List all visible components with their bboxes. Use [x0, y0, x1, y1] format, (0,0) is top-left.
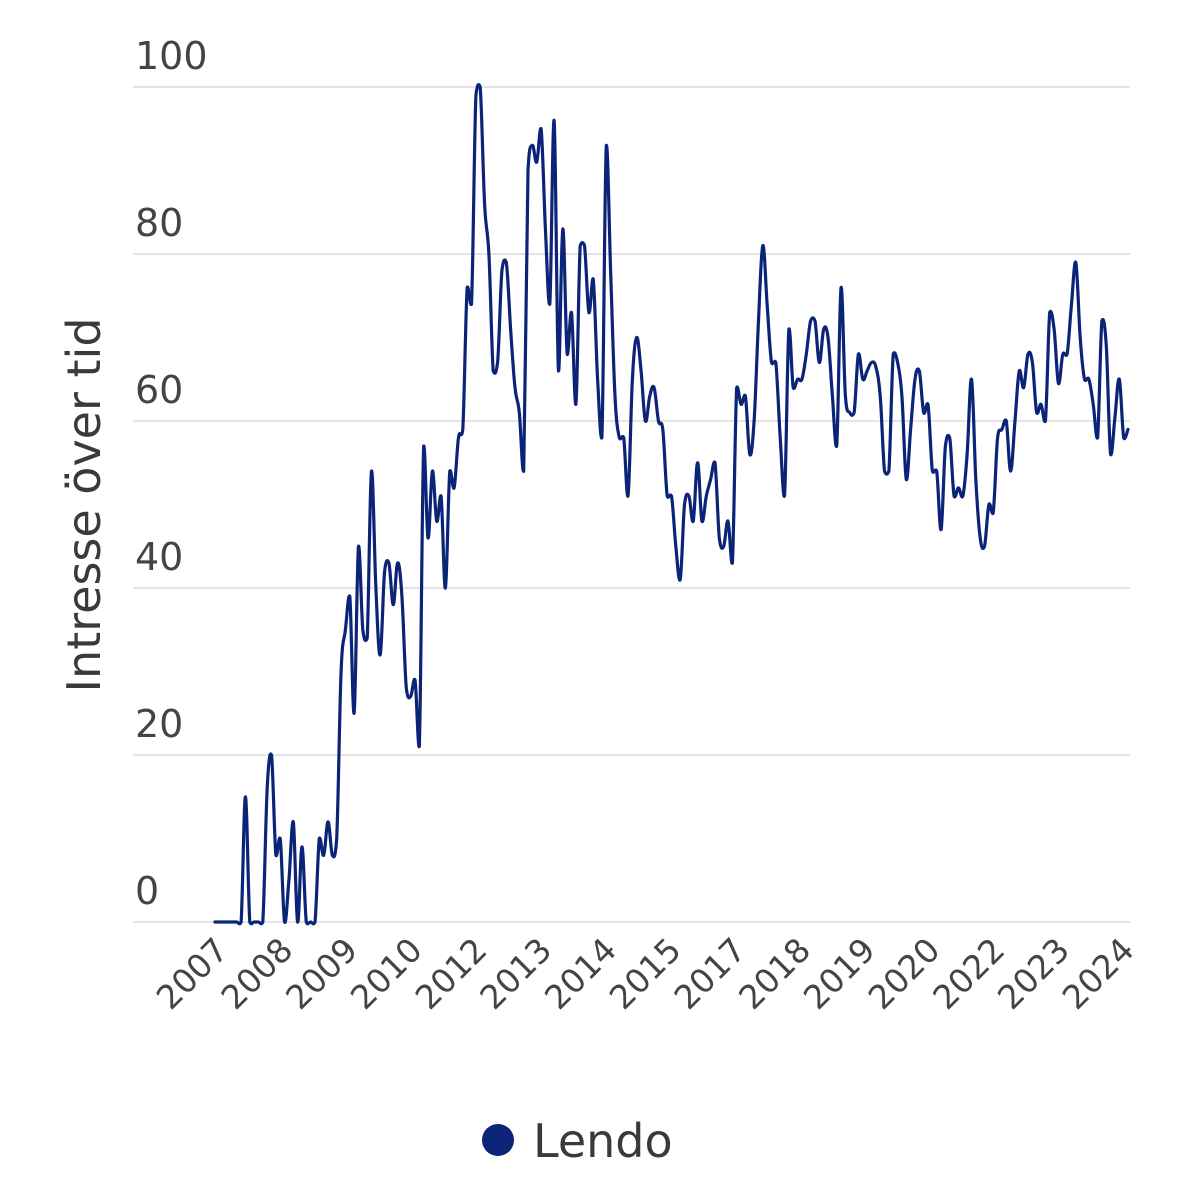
y-tick-label: 40: [135, 535, 183, 579]
legend: Lendo: [482, 1114, 673, 1168]
x-tick-label: 2007: [149, 930, 236, 1017]
x-tick-label: 2015: [602, 930, 689, 1017]
series-group: [213, 83, 1130, 926]
x-tick-label: 2018: [731, 930, 818, 1017]
gridlines: [133, 86, 1130, 923]
x-tick-label: 2020: [861, 930, 948, 1017]
x-tick-label: 2009: [278, 930, 365, 1017]
x-tick-label: 2012: [408, 930, 495, 1017]
x-tick-label: 2010: [343, 930, 430, 1017]
y-tick-label: 80: [135, 201, 183, 245]
series-line-lendo: [213, 83, 1130, 926]
x-tick-label: 2008: [213, 930, 300, 1017]
y-tick-label: 0: [135, 869, 159, 913]
y-axis-title: Intresse över tid: [57, 317, 111, 692]
y-axis-ticks: 0 20 40 60 80 100: [135, 34, 208, 913]
x-tick-label: 2014: [537, 930, 624, 1017]
x-tick-label: 2022: [925, 930, 1012, 1017]
y-tick-label: 100: [135, 34, 208, 78]
y-tick-label: 60: [135, 368, 183, 412]
legend-marker-lendo: [482, 1124, 514, 1156]
y-tick-label: 20: [135, 702, 183, 746]
x-tick-label: 2023: [990, 930, 1077, 1017]
x-tick-label: 2013: [472, 930, 559, 1017]
x-tick-label: 2017: [666, 930, 753, 1017]
x-axis-ticks: 2007200820092010201220132014201520172018…: [149, 930, 1142, 1017]
x-tick-label: 2019: [796, 930, 883, 1017]
legend-label-lendo: Lendo: [533, 1114, 673, 1168]
x-tick-label: 2024: [1055, 930, 1142, 1017]
